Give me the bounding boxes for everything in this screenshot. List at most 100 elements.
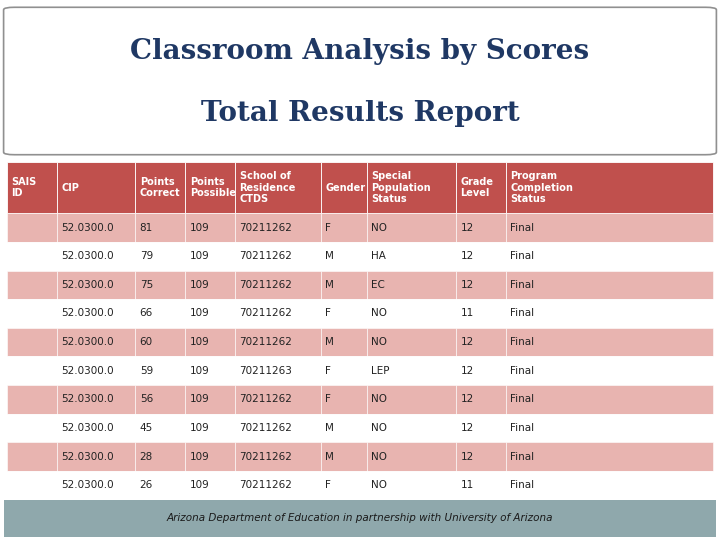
Bar xyxy=(456,213,506,242)
Bar xyxy=(135,162,185,213)
Bar xyxy=(57,414,135,442)
Bar xyxy=(506,162,713,213)
Text: 12: 12 xyxy=(461,222,474,233)
Bar xyxy=(185,328,235,356)
Text: NO: NO xyxy=(372,337,387,347)
Text: 52.0300.0: 52.0300.0 xyxy=(61,451,114,462)
Bar xyxy=(185,213,235,242)
Bar xyxy=(57,442,135,471)
Bar xyxy=(57,271,135,299)
Bar xyxy=(506,242,713,271)
Bar xyxy=(456,271,506,299)
Text: Final: Final xyxy=(510,366,534,376)
Text: 109: 109 xyxy=(189,480,210,490)
Bar xyxy=(506,414,713,442)
Bar xyxy=(321,328,367,356)
Bar xyxy=(367,242,456,271)
Bar xyxy=(367,162,456,213)
Bar xyxy=(367,271,456,299)
Bar xyxy=(135,213,185,242)
Bar xyxy=(57,385,135,414)
Bar xyxy=(506,213,713,242)
Bar xyxy=(456,242,506,271)
Text: 79: 79 xyxy=(140,251,153,261)
Text: M: M xyxy=(325,337,334,347)
Text: CIP: CIP xyxy=(61,183,79,193)
Bar xyxy=(7,271,57,299)
Text: 70211262: 70211262 xyxy=(240,222,292,233)
Text: SAIS
ID: SAIS ID xyxy=(12,177,37,199)
Bar xyxy=(456,471,506,500)
Text: 70211262: 70211262 xyxy=(240,251,292,261)
Text: Final: Final xyxy=(510,423,534,433)
Text: Final: Final xyxy=(510,480,534,490)
Bar xyxy=(321,271,367,299)
Bar xyxy=(506,442,713,471)
Bar xyxy=(235,414,321,442)
Bar xyxy=(235,385,321,414)
Text: 52.0300.0: 52.0300.0 xyxy=(61,423,114,433)
Bar xyxy=(185,162,235,213)
Text: Final: Final xyxy=(510,280,534,290)
Bar xyxy=(456,162,506,213)
Text: Points
Possible: Points Possible xyxy=(189,177,235,199)
Bar xyxy=(367,299,456,328)
Text: 12: 12 xyxy=(461,366,474,376)
Bar xyxy=(456,328,506,356)
Bar xyxy=(456,356,506,385)
Text: 52.0300.0: 52.0300.0 xyxy=(61,480,114,490)
Bar xyxy=(57,162,135,213)
Bar xyxy=(57,242,135,271)
Text: 52.0300.0: 52.0300.0 xyxy=(61,251,114,261)
Bar xyxy=(456,442,506,471)
Text: Program
Completion
Status: Program Completion Status xyxy=(510,171,573,204)
Bar xyxy=(135,385,185,414)
Bar xyxy=(321,299,367,328)
Bar xyxy=(321,414,367,442)
Text: NO: NO xyxy=(372,394,387,404)
Text: Final: Final xyxy=(510,394,534,404)
Bar xyxy=(235,328,321,356)
Text: Final: Final xyxy=(510,222,534,233)
Text: 109: 109 xyxy=(189,280,210,290)
Bar xyxy=(7,162,57,213)
Bar xyxy=(7,242,57,271)
FancyBboxPatch shape xyxy=(4,7,716,154)
Text: 109: 109 xyxy=(189,366,210,376)
Bar xyxy=(235,299,321,328)
Bar xyxy=(7,356,57,385)
Text: Grade
Level: Grade Level xyxy=(461,177,493,199)
Bar xyxy=(135,299,185,328)
Text: 70211262: 70211262 xyxy=(240,280,292,290)
Text: 11: 11 xyxy=(461,480,474,490)
Text: Final: Final xyxy=(510,451,534,462)
Text: 109: 109 xyxy=(189,222,210,233)
Text: 109: 109 xyxy=(189,337,210,347)
Bar xyxy=(235,471,321,500)
Text: 109: 109 xyxy=(189,308,210,319)
Text: 28: 28 xyxy=(140,451,153,462)
Bar xyxy=(321,242,367,271)
Bar xyxy=(185,356,235,385)
Text: F: F xyxy=(325,308,331,319)
Bar xyxy=(7,442,57,471)
Text: NO: NO xyxy=(372,480,387,490)
Bar xyxy=(135,328,185,356)
Text: Final: Final xyxy=(510,337,534,347)
Bar xyxy=(135,242,185,271)
Bar xyxy=(506,299,713,328)
Bar xyxy=(456,385,506,414)
Text: M: M xyxy=(325,251,334,261)
Text: Points
Correct: Points Correct xyxy=(140,177,181,199)
Bar xyxy=(321,471,367,500)
Bar xyxy=(7,385,57,414)
Text: Arizona Department of Education in partnership with University of Arizona: Arizona Department of Education in partn… xyxy=(167,514,553,523)
Text: 52.0300.0: 52.0300.0 xyxy=(61,394,114,404)
Bar xyxy=(185,385,235,414)
Text: NO: NO xyxy=(372,222,387,233)
Bar xyxy=(321,356,367,385)
Bar xyxy=(235,162,321,213)
Bar xyxy=(235,213,321,242)
Text: 109: 109 xyxy=(189,394,210,404)
Bar xyxy=(7,471,57,500)
